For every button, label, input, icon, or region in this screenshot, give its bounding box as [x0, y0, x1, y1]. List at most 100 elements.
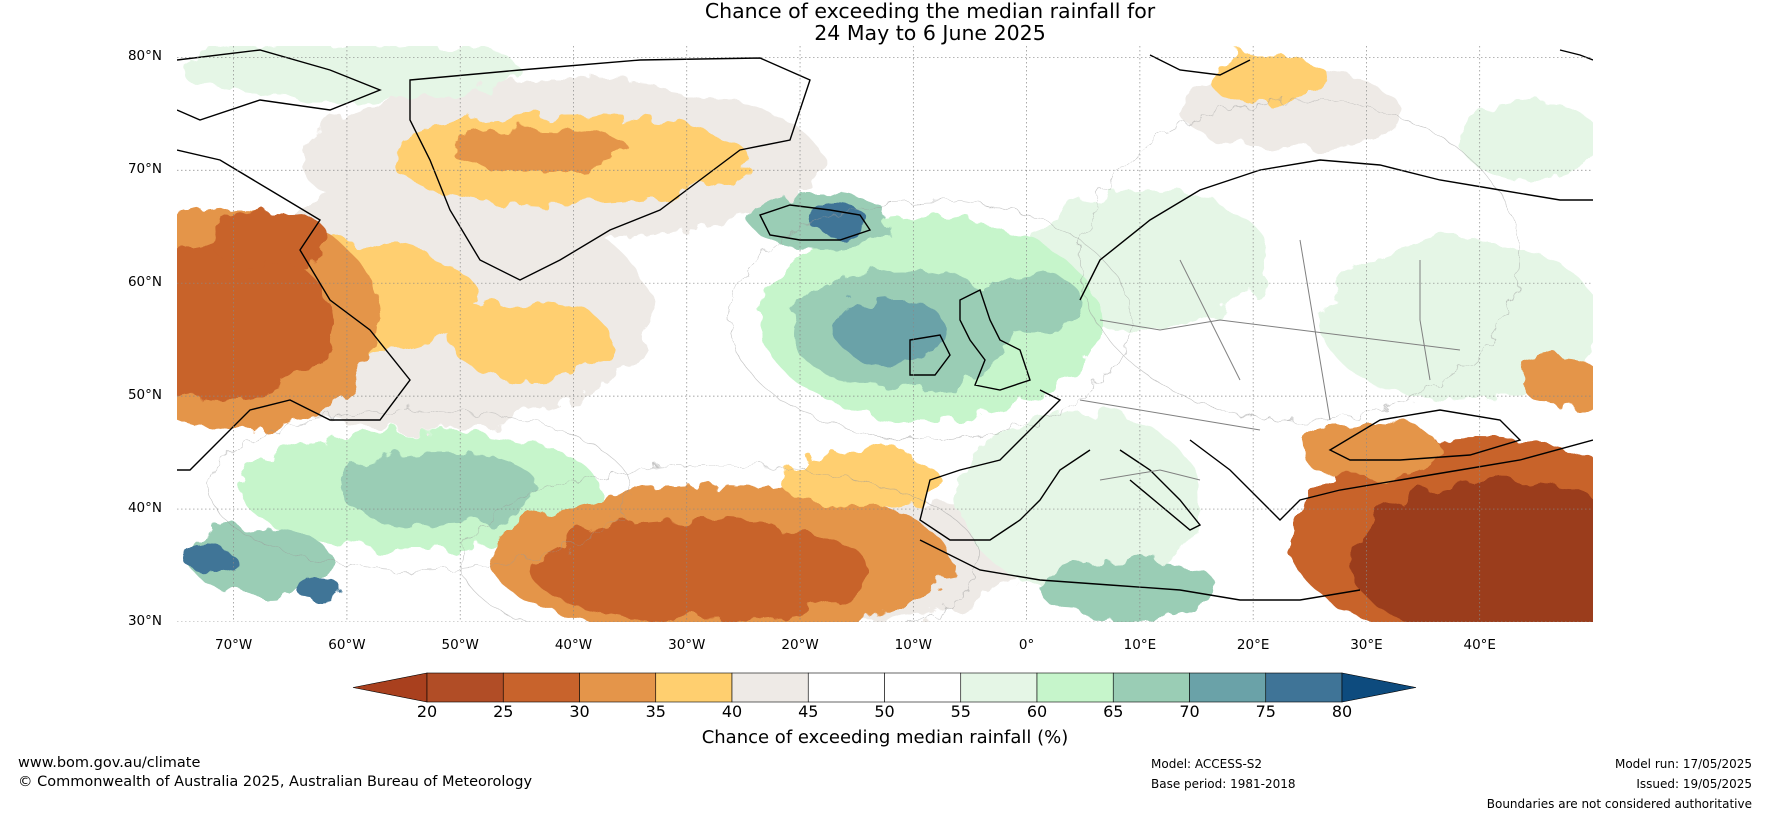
colorbar-tick-label: 75 — [1255, 702, 1276, 721]
colorbar-tick-label: 40 — [721, 702, 743, 721]
patch-wet-mild — [1040, 560, 1220, 620]
border-line — [1099, 319, 1461, 351]
patch-dry — [210, 210, 330, 270]
colorbar-tick-label: 25 — [493, 702, 514, 721]
longitude-label: 40°W — [554, 637, 593, 653]
longitude-label: 20°W — [781, 637, 819, 653]
colorbar-segment — [655, 672, 733, 703]
colorbar-tick-label: 50 — [874, 702, 895, 721]
patch-wet-strong — [810, 208, 870, 236]
colorbar-tick-label: 80 — [1331, 702, 1353, 721]
longitude-label: 30°W — [668, 637, 706, 653]
footer-base-period: Base period: 1981-2018 — [1151, 777, 1296, 791]
colorbar-tick-label: 70 — [1179, 702, 1200, 721]
colorbar-segment — [502, 672, 580, 703]
footer-site-link[interactable]: www.bom.gov.au/climate — [18, 755, 201, 771]
coast-svalbard — [1149, 54, 1251, 76]
longitude-label: 60°W — [328, 637, 366, 653]
longitude-label: 30°E — [1350, 637, 1383, 653]
patch-wet-strong — [298, 578, 342, 602]
latitude-label: 30°N — [127, 613, 162, 629]
colorbar-segment — [807, 672, 885, 703]
patch-dry — [530, 520, 870, 620]
coast-ireland — [909, 334, 951, 376]
coast-north-america — [177, 149, 411, 471]
colorbar-tick-label: 35 — [645, 702, 666, 721]
colorbar-segment — [884, 672, 962, 703]
colorbar-tick-label: 65 — [1103, 702, 1124, 721]
colorbar-extend-low — [352, 672, 428, 703]
footer-issued: Issued: 19/05/2025 — [1636, 777, 1752, 791]
patch-near-wet — [1320, 240, 1593, 400]
colorbar-label: Chance of exceeding median rainfall (%) — [701, 727, 1069, 748]
coast-arctic-islands — [1559, 49, 1593, 61]
contour-line — [729, 199, 1131, 441]
colorbar-tick-label: 30 — [569, 702, 590, 721]
colorbar-segment — [731, 672, 809, 703]
graticule — [177, 46, 1593, 622]
colorbar-segment — [1265, 672, 1343, 703]
border-line — [1299, 239, 1331, 421]
colorbar-segment — [960, 672, 1038, 703]
colorbar — [352, 672, 1417, 703]
contour-line — [459, 464, 981, 622]
colorbar-segment — [1112, 672, 1190, 703]
latitude-label: 40°N — [127, 500, 162, 517]
coast-iberia-france — [919, 389, 1091, 541]
colorbar-segment — [579, 672, 657, 703]
longitude-label: 0° — [1018, 637, 1035, 653]
longitude-label: 40°E — [1463, 637, 1496, 653]
country-borders — [1079, 239, 1461, 481]
coast-greenland — [409, 57, 811, 281]
colorbar-tick-label: 60 — [1026, 702, 1048, 721]
patch-wet-mild — [980, 270, 1080, 330]
patch-dry-slight — [1210, 55, 1330, 105]
patch-dry-mild — [1520, 355, 1593, 405]
border-line — [1179, 259, 1241, 381]
longitude-label: 10°W — [894, 637, 932, 653]
map-field — [177, 46, 1593, 622]
patch-dry-slight — [450, 300, 610, 380]
patch-wet-mild — [190, 525, 330, 595]
patch-near-wet — [1460, 100, 1593, 180]
longitude-label: 50°W — [441, 637, 479, 653]
coast-balkans-turkey — [1189, 439, 1593, 521]
patch-wet-strong — [185, 546, 235, 574]
patch-wet — [835, 295, 945, 365]
coast-italy — [1119, 449, 1202, 531]
title-line-2: 24 May to 6 June 2025 — [814, 21, 1046, 45]
footer-disclaimer: Boundaries are not considered authoritat… — [1486, 797, 1752, 811]
coast-arctic-canada — [177, 49, 382, 121]
colorbar-segment — [1036, 672, 1114, 703]
border-line — [1099, 469, 1201, 481]
coast-scandinavia — [1079, 159, 1593, 301]
patch-near-wet — [180, 46, 520, 100]
colorbar-tick-label: 20 — [416, 702, 438, 721]
colorbar-tick-label: 45 — [798, 702, 819, 721]
longitude-label: 70°W — [214, 637, 253, 653]
patch-dry-strong — [1350, 480, 1593, 622]
colorbar-segment — [1189, 672, 1267, 703]
coast-britain — [959, 289, 1031, 391]
contour-line — [209, 409, 631, 571]
colorbar-segment — [426, 672, 504, 703]
patch-dry — [177, 240, 330, 400]
latitude-label: 80°N — [127, 48, 162, 65]
border-line — [1079, 399, 1261, 431]
patch-dry-mild — [1300, 420, 1440, 480]
longitude-label: 10°E — [1123, 637, 1157, 653]
title-line-1: Chance of exceeding the median rainfall … — [704, 0, 1156, 23]
contour-lines — [209, 99, 1521, 622]
latitude-label: 50°N — [127, 387, 162, 404]
colorbar-tick-label: 55 — [950, 702, 971, 721]
longitude-label: 20°E — [1236, 637, 1270, 653]
latitude-label: 70°N — [127, 161, 162, 178]
border-line — [1419, 260, 1431, 381]
coast-north-africa — [919, 539, 1361, 601]
patch-wet-mild — [340, 452, 540, 528]
coast-iceland — [759, 204, 872, 241]
footer-model: Model: ACCESS-S2 — [1151, 757, 1263, 771]
colorbar-extend-high — [1341, 672, 1417, 703]
footer-model-run: Model run: 17/05/2025 — [1614, 757, 1752, 771]
coast-black-sea — [1328, 409, 1522, 461]
